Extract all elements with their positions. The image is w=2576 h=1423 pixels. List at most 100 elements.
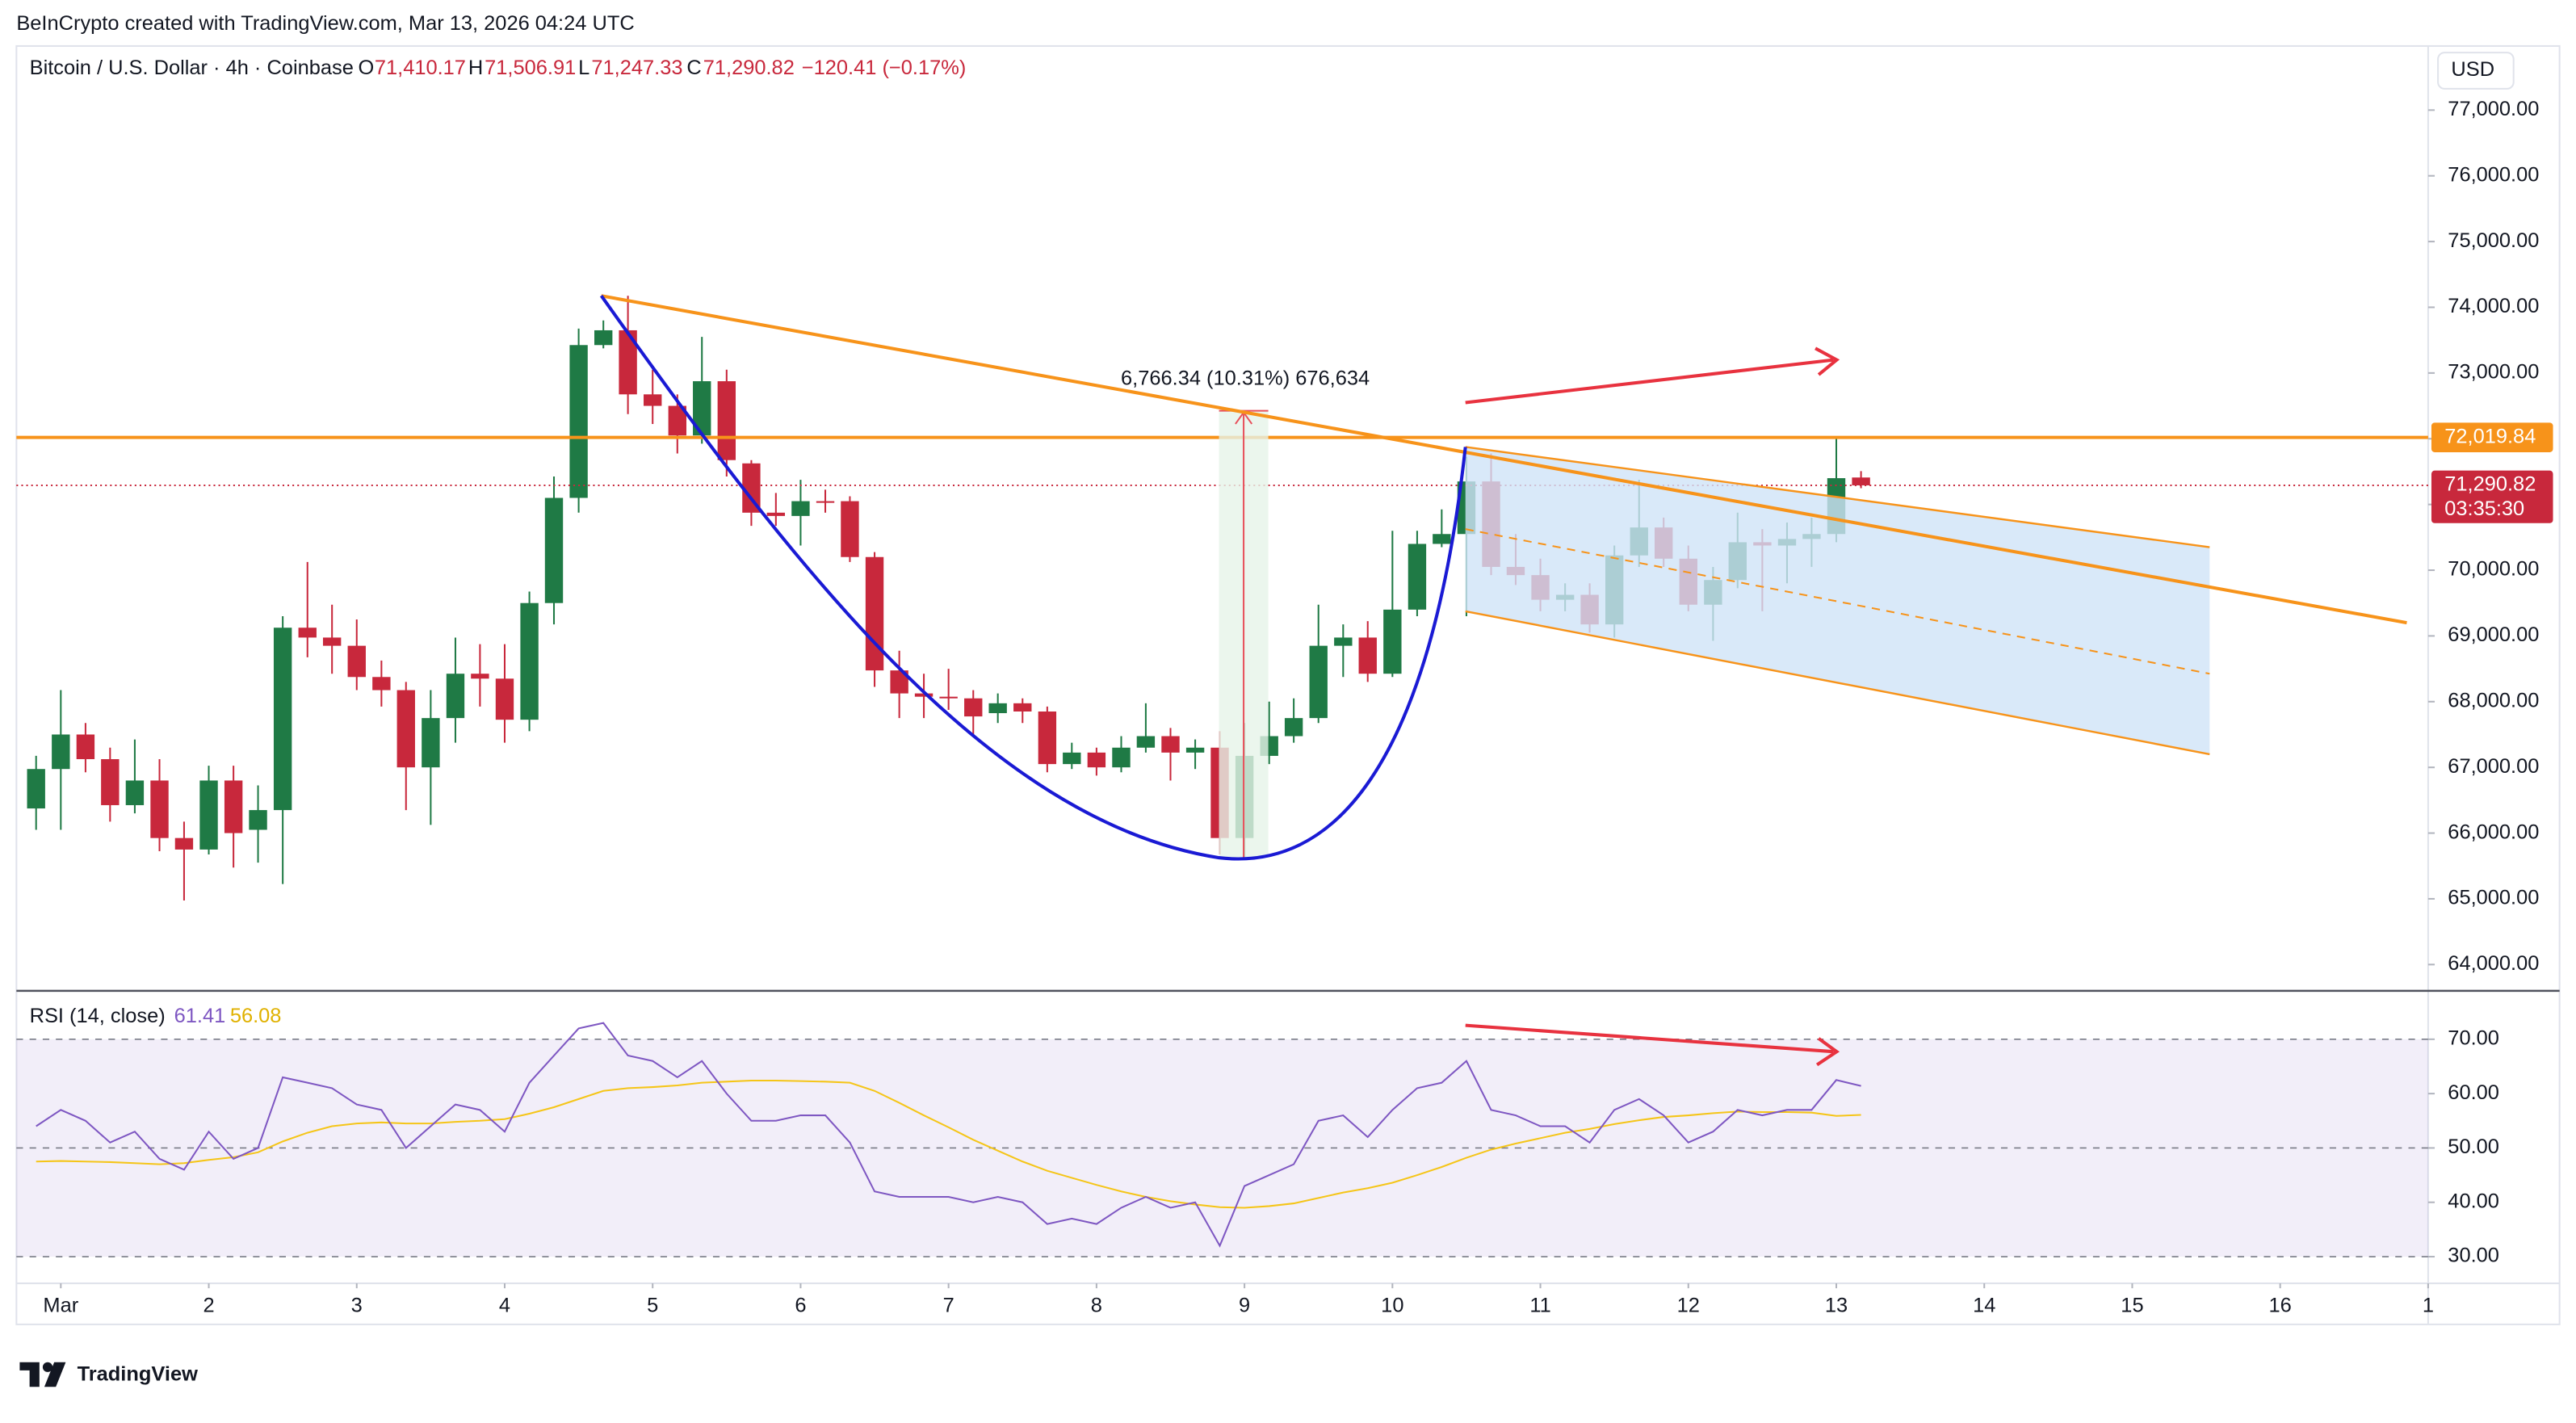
chart-frame bbox=[15, 44, 2561, 1325]
candle-body bbox=[273, 628, 292, 811]
x-tick-label: 11 bbox=[1529, 1294, 1550, 1316]
candle-body bbox=[372, 677, 391, 691]
price-label: 71,290.82 bbox=[2444, 473, 2536, 496]
candle-body bbox=[644, 394, 662, 406]
candle-body bbox=[1063, 752, 1081, 765]
x-tick-label: 13 bbox=[1825, 1294, 1848, 1316]
x-tick-label: 16 bbox=[2269, 1294, 2292, 1316]
x-tick-label: 1 bbox=[2423, 1294, 2434, 1316]
y-tick-label: 69,000.00 bbox=[2448, 623, 2539, 646]
candle-body bbox=[1185, 747, 1205, 753]
candle-body bbox=[1309, 645, 1328, 719]
y-tick-label: 70,000.00 bbox=[2448, 558, 2539, 581]
ohlc-value: 71,247.33 bbox=[591, 57, 682, 79]
candle-body bbox=[544, 497, 564, 603]
price-arrow bbox=[1465, 358, 1834, 405]
y-tick-label: 66,000.00 bbox=[2448, 821, 2539, 843]
ohlc-value: 71,290.82 bbox=[703, 57, 795, 79]
y-tick-label: 76,000.00 bbox=[2448, 163, 2539, 186]
candle-body bbox=[742, 463, 761, 513]
logo-icon bbox=[44, 1362, 66, 1387]
x-tick-label: 15 bbox=[2121, 1294, 2143, 1316]
price-label-box bbox=[2431, 422, 2553, 452]
candle-body bbox=[27, 769, 45, 809]
currency[interactable]: USD bbox=[2451, 58, 2494, 81]
candle-body bbox=[791, 501, 810, 516]
candle-body bbox=[1136, 736, 1156, 748]
candle-body bbox=[396, 690, 415, 768]
candle-body bbox=[1334, 637, 1353, 646]
candle-body bbox=[717, 381, 736, 460]
ohlc-value: 71,506.91 bbox=[485, 57, 576, 79]
y-tick-label: 50.00 bbox=[2448, 1135, 2499, 1158]
channel-fill bbox=[1465, 447, 2210, 754]
candle-body bbox=[322, 637, 342, 646]
candle-body bbox=[1112, 747, 1131, 768]
y-tick-label: 70.00 bbox=[2448, 1027, 2499, 1050]
ohlc-value: 71,410.17 bbox=[375, 57, 466, 79]
y-tick-label: 75,000.00 bbox=[2448, 229, 2539, 252]
y-tick-label: 40.00 bbox=[2448, 1190, 2499, 1212]
y-tick-label: 74,000.00 bbox=[2448, 295, 2539, 317]
currency-button[interactable] bbox=[2437, 52, 2515, 90]
change: −120.41 (−0.17%) bbox=[802, 57, 967, 79]
candle-body bbox=[1161, 736, 1180, 753]
y-tick-label: 68,000.00 bbox=[2448, 690, 2539, 712]
candle-body bbox=[101, 759, 120, 805]
candle-body bbox=[1013, 703, 1032, 712]
rsi-last-value: 61.41 bbox=[174, 1005, 226, 1027]
y-tick-label: 67,000.00 bbox=[2448, 755, 2539, 778]
x-tick-label: 3 bbox=[351, 1294, 363, 1316]
rsi-arrow bbox=[1465, 1023, 1834, 1054]
candle-body bbox=[1852, 477, 1870, 485]
legend: Bitcoin / U.S. Dollar · 4h · Coinbase O … bbox=[30, 57, 967, 79]
x-tick-label: 6 bbox=[795, 1294, 806, 1316]
candle-body bbox=[495, 678, 514, 720]
candle-body bbox=[939, 696, 958, 699]
x-tick-label: 14 bbox=[1973, 1294, 1995, 1316]
rsi-ma-last-value: 56.08 bbox=[230, 1005, 282, 1027]
price-arrow-head bbox=[1815, 346, 1840, 376]
candle-body bbox=[988, 703, 1007, 714]
rsi-band bbox=[16, 1039, 2428, 1257]
candle-body bbox=[125, 780, 145, 805]
candle-body bbox=[174, 837, 194, 850]
price-label: 72,019.84 bbox=[2444, 425, 2536, 447]
candle-body bbox=[1408, 544, 1427, 610]
ohlc-label: L bbox=[578, 57, 589, 79]
candle-body bbox=[76, 734, 95, 760]
candle-body bbox=[569, 345, 588, 498]
rsi-title: RSI (14, close) bbox=[30, 1005, 166, 1027]
rsi-arrow-head bbox=[1815, 1037, 1840, 1067]
rsi-line bbox=[36, 1079, 1861, 1209]
y-tick-label: 77,000.00 bbox=[2448, 98, 2539, 120]
x-tick-label: 5 bbox=[647, 1294, 658, 1316]
candle-body bbox=[841, 501, 859, 557]
trendline bbox=[601, 294, 2407, 625]
candle-body bbox=[594, 330, 613, 346]
y-tick-label: 73,000.00 bbox=[2448, 361, 2539, 384]
x-tick-label: 9 bbox=[1239, 1294, 1250, 1316]
ohlc-label: O bbox=[359, 57, 375, 79]
candle-body bbox=[520, 602, 539, 720]
x-tick-label: 12 bbox=[1677, 1294, 1700, 1316]
candle-body bbox=[150, 780, 169, 838]
candle-body bbox=[865, 556, 884, 671]
channel-bottom bbox=[1465, 610, 2210, 756]
candle-body bbox=[816, 501, 835, 503]
candle-body bbox=[1087, 752, 1106, 768]
candle-body bbox=[1358, 637, 1377, 674]
credit: BeInCrypto created with TradingView.com,… bbox=[16, 12, 634, 35]
brand: TradingView bbox=[78, 1363, 198, 1386]
y-tick-label: 65,000.00 bbox=[2448, 887, 2539, 909]
candle-body bbox=[619, 330, 637, 395]
x-tick-label: Mar bbox=[43, 1294, 78, 1316]
candle-body bbox=[1284, 718, 1303, 737]
x-tick-label: 10 bbox=[1381, 1294, 1403, 1316]
drawings: 6,766.34 (10.31%) 676,634 bbox=[599, 294, 2407, 1067]
x-tick-label: 4 bbox=[499, 1294, 510, 1316]
x-tick-label: 2 bbox=[203, 1294, 214, 1316]
y-tick-label: 64,000.00 bbox=[2448, 952, 2539, 975]
